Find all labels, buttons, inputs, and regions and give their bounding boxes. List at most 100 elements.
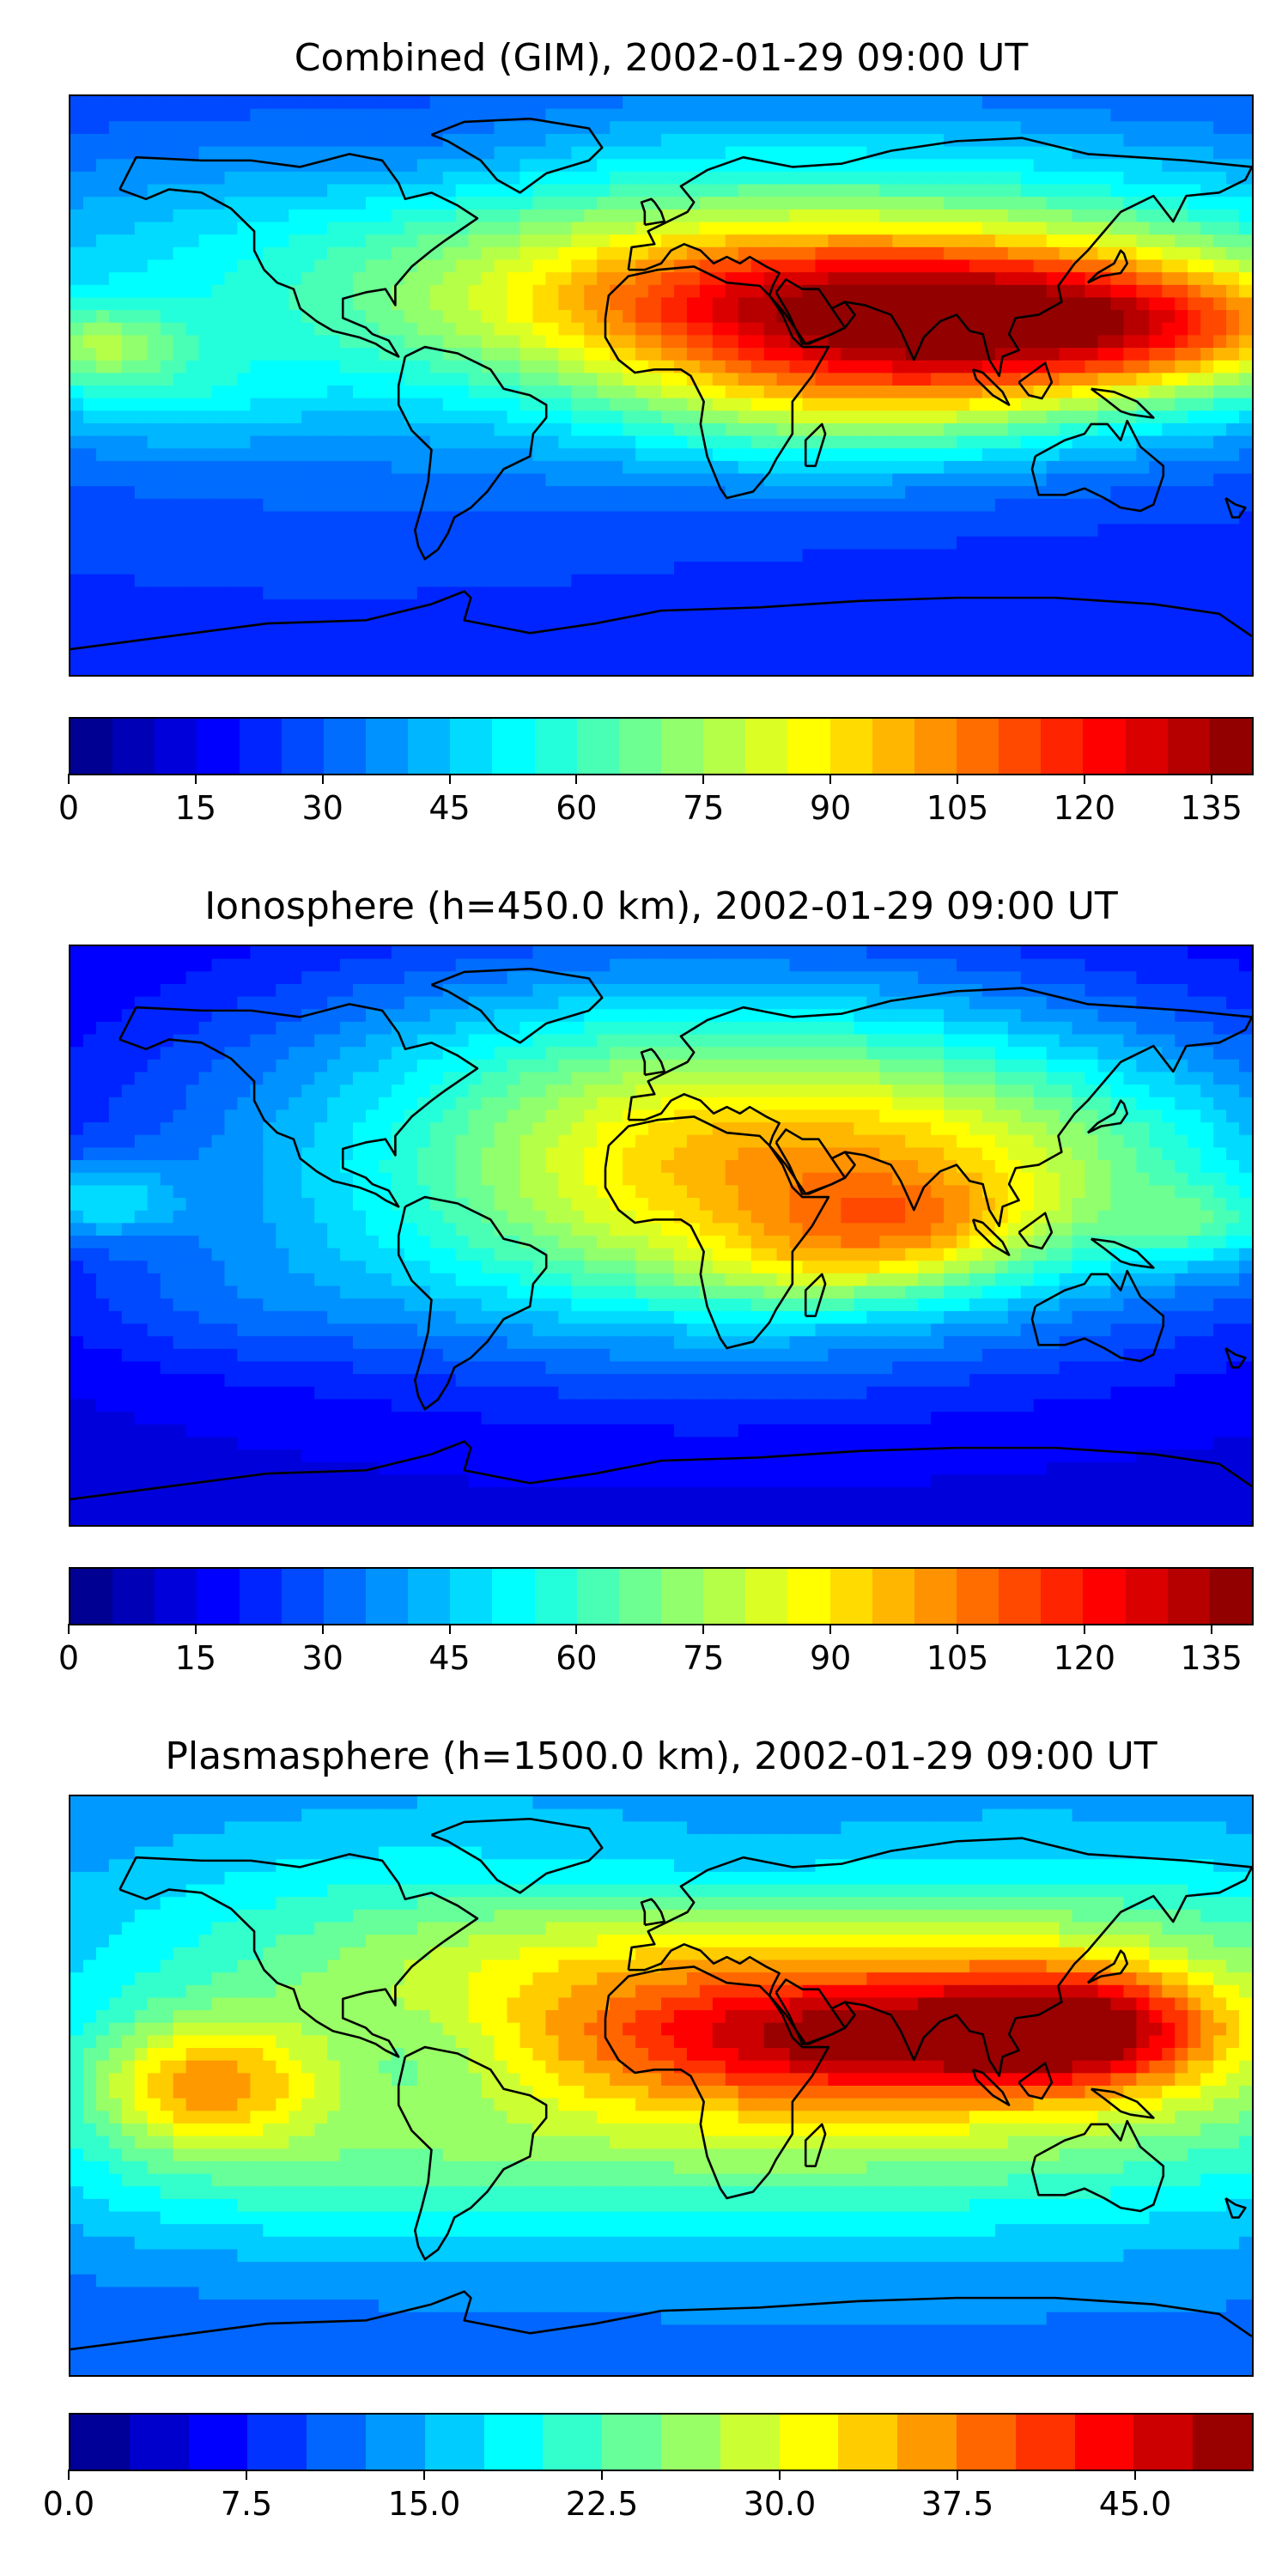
colorbar-tick-label: 120 bbox=[1053, 1639, 1116, 1677]
colorbar-segment bbox=[239, 719, 282, 774]
colorbar-tick-label: 105 bbox=[926, 789, 989, 827]
colorbar-segment bbox=[999, 1569, 1042, 1624]
colorbar-tick bbox=[448, 1624, 451, 1634]
colorbar-segment bbox=[239, 1569, 282, 1624]
colorbar-tick-label: 135 bbox=[1180, 789, 1242, 827]
colorbar-tick bbox=[702, 1624, 705, 1634]
colorbar-segment bbox=[112, 719, 155, 774]
panel-1-map bbox=[69, 94, 1254, 677]
colorbar-tick-label: 30 bbox=[301, 1639, 343, 1677]
coastline bbox=[431, 1817, 604, 1894]
colorbar-tick bbox=[1083, 1624, 1085, 1634]
coastline bbox=[118, 153, 479, 358]
colorbar-segment bbox=[1133, 2415, 1194, 2470]
colorbar-segment bbox=[424, 2415, 484, 2470]
panel-1-title: Combined (GIM), 2002-01-29 09:00 UT bbox=[294, 36, 1029, 80]
colorbar-segment bbox=[745, 1569, 788, 1624]
colorbar-segment bbox=[956, 1569, 999, 1624]
coastline bbox=[1090, 1237, 1155, 1269]
colorbar-segment bbox=[602, 2415, 661, 2470]
coastline bbox=[1086, 1099, 1129, 1134]
coastline bbox=[640, 1898, 666, 1927]
colorbar-segment bbox=[281, 1569, 324, 1624]
panel-1-map-svg bbox=[70, 96, 1252, 675]
coastline bbox=[1086, 1949, 1129, 1984]
colorbar-tick-label: 60 bbox=[556, 789, 598, 827]
colorbar-tick-label: 135 bbox=[1180, 1639, 1242, 1677]
coastline bbox=[627, 1837, 1252, 2078]
colorbar-segment bbox=[408, 1569, 451, 1624]
coastline bbox=[1018, 2062, 1054, 2100]
colorbar-tick bbox=[702, 774, 705, 784]
coastline bbox=[1030, 2119, 1165, 2213]
coastline bbox=[971, 368, 1011, 406]
colorbar-tick-label: 90 bbox=[809, 789, 852, 827]
colorbar-tick bbox=[448, 774, 451, 784]
colorbar-tick-label: 30 bbox=[301, 789, 343, 827]
panel-2-colorbar-ticks: 0 15 30 45 60 75 90 105 120 135 bbox=[58, 1624, 1254, 1677]
colorbar-tick-label: 0 bbox=[58, 789, 80, 827]
colorbar-segment bbox=[787, 719, 830, 774]
coastline bbox=[971, 2069, 1011, 2106]
colorbar-segment bbox=[483, 2415, 544, 2470]
colorbar-tick bbox=[1210, 1624, 1212, 1634]
coastline bbox=[775, 1128, 856, 1195]
colorbar-segment bbox=[1209, 1569, 1252, 1624]
colorbar-segment bbox=[534, 719, 577, 774]
colorbar-tick-label: 60 bbox=[556, 1639, 598, 1677]
coastline bbox=[1224, 2196, 1247, 2219]
colorbar-segment bbox=[197, 719, 240, 774]
coastline bbox=[627, 987, 1252, 1228]
colorbar-segment bbox=[365, 1569, 409, 1624]
colorbar-segment bbox=[70, 2415, 130, 2470]
colorbar-segment bbox=[188, 2415, 248, 2470]
panel-2-title: Ionosphere (h=450.0 km), 2002-01-29 09:0… bbox=[204, 884, 1118, 928]
colorbar-segment bbox=[838, 2415, 898, 2470]
colorbar-tick-label: 45 bbox=[428, 789, 471, 827]
coastline bbox=[70, 1440, 1252, 1501]
colorbar-segment bbox=[534, 1569, 577, 1624]
colorbar-segment bbox=[956, 719, 999, 774]
colorbar-segment bbox=[720, 2415, 780, 2470]
colorbar-tick bbox=[829, 774, 832, 784]
colorbar-segment bbox=[70, 719, 113, 774]
colorbar-segment bbox=[914, 1569, 957, 1624]
colorbar-tick bbox=[423, 2470, 425, 2480]
colorbar-segment bbox=[660, 2415, 720, 2470]
colorbar-segment bbox=[543, 2415, 603, 2470]
panel-1-colorbar-ticks: 0 15 30 45 60 75 90 105 120 135 bbox=[58, 774, 1254, 827]
colorbar-tick-label: 22.5 bbox=[565, 2485, 639, 2523]
colorbar-segment bbox=[1015, 2415, 1075, 2470]
colorbar-segment bbox=[323, 1569, 366, 1624]
colorbar-tick bbox=[68, 774, 70, 784]
colorbar-tick-label: 0.0 bbox=[42, 2485, 95, 2523]
colorbar-segment bbox=[872, 1569, 914, 1624]
coastline bbox=[397, 2045, 548, 2261]
coastline bbox=[431, 117, 604, 194]
coastline bbox=[804, 1273, 827, 1317]
colorbar-tick bbox=[1083, 774, 1085, 784]
panel-2-map bbox=[69, 945, 1254, 1527]
colorbar-tick-label: 120 bbox=[1053, 789, 1116, 827]
colorbar-tick-label: 15 bbox=[174, 1639, 217, 1677]
colorbar-segment bbox=[129, 2415, 189, 2470]
colorbar-segment bbox=[618, 1569, 661, 1624]
colorbar-segment bbox=[112, 1569, 155, 1624]
colorbar-tick bbox=[321, 774, 324, 784]
colorbar-segment bbox=[281, 719, 324, 774]
panel-2-map-svg bbox=[70, 946, 1252, 1525]
colorbar-segment bbox=[576, 719, 619, 774]
colorbar-segment bbox=[872, 719, 914, 774]
coastline bbox=[1090, 2087, 1155, 2119]
coastline bbox=[1224, 1346, 1247, 1369]
coastline bbox=[604, 1965, 830, 2200]
colorbar-tick-label: 7.5 bbox=[220, 2485, 273, 2523]
coastline bbox=[804, 422, 827, 467]
colorbar-segment bbox=[1167, 1569, 1210, 1624]
colorbar-tick-label: 75 bbox=[683, 1639, 725, 1677]
colorbar-tick bbox=[829, 1624, 832, 1634]
colorbar-segment bbox=[155, 1569, 197, 1624]
colorbar-segment bbox=[576, 1569, 619, 1624]
colorbar-segment bbox=[323, 719, 366, 774]
